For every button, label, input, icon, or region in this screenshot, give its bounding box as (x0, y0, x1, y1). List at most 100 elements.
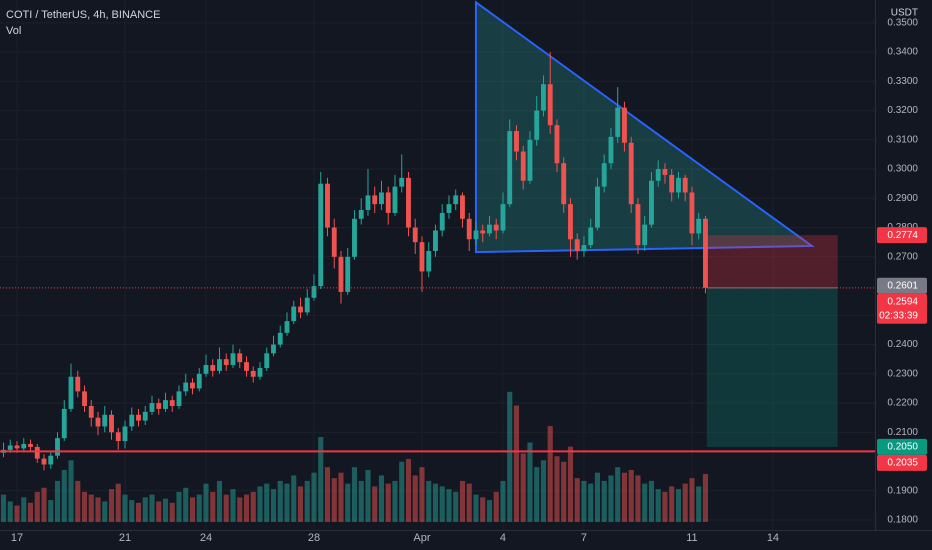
price-label-box (877, 277, 927, 294)
price-label: 0.2035 (887, 458, 918, 469)
candle-body (325, 183, 330, 228)
candle-body (291, 306, 297, 322)
volume-bar (459, 480, 466, 522)
volume-bar (513, 405, 520, 522)
candle-body (615, 107, 621, 137)
y-tick-label: 0.3200 (887, 105, 918, 116)
volume-bar (621, 472, 628, 522)
volume-bar (331, 478, 337, 522)
x-tick-label: 24 (200, 532, 212, 544)
candle-body (156, 403, 162, 409)
candle-body (21, 444, 27, 449)
candle-body (34, 446, 40, 459)
candle-body (682, 177, 688, 193)
candle-body (554, 125, 560, 164)
candle-body (115, 432, 121, 442)
candle-body (237, 353, 243, 363)
volume-bar (507, 391, 513, 522)
candle-body (257, 367, 263, 377)
candle-body (460, 195, 465, 219)
volume-bar (594, 472, 601, 522)
volume-bar (581, 480, 587, 522)
volume-bar (250, 491, 256, 522)
candle-body (487, 224, 492, 234)
candle-body (480, 230, 486, 234)
y-tick-label: 0.3000 (887, 164, 918, 175)
target-zone (706, 287, 838, 447)
volume-bar (142, 497, 148, 522)
volume-bar (176, 491, 182, 522)
candle-body (561, 163, 567, 205)
volume-bar (81, 491, 88, 522)
candle-body (588, 227, 594, 246)
y-tick-label: 0.2400 (887, 339, 918, 350)
volume-bar (392, 480, 398, 522)
y-tick-label: 0.2200 (887, 398, 918, 409)
volume-bar (338, 472, 344, 522)
volume-bar (183, 487, 189, 522)
volume-bar (662, 491, 668, 522)
price-label: 0.2774 (887, 230, 918, 241)
x-tick-label: 17 (11, 532, 23, 544)
candle-body (136, 414, 141, 421)
volume-bar (189, 497, 196, 522)
volume-bar (419, 467, 425, 522)
candle-body (264, 353, 270, 368)
volume-bar (473, 494, 479, 522)
candle-body (412, 227, 418, 243)
volume-bar (689, 478, 695, 522)
candle-body (473, 230, 479, 240)
candle-body (183, 382, 189, 392)
candle-body (318, 183, 324, 287)
candle-body (385, 192, 391, 213)
candle-body (142, 411, 148, 421)
volume-bar (547, 426, 553, 522)
candle-body (608, 136, 614, 164)
candle-body (642, 224, 648, 246)
volume-bar (122, 494, 128, 522)
volume-bar (608, 475, 614, 522)
candle-body (406, 177, 411, 228)
volume-bar (561, 461, 567, 522)
volume-bar (149, 494, 155, 522)
volume-bar (230, 489, 236, 522)
volume-bar (615, 467, 621, 522)
volume-bar (527, 442, 533, 522)
symbol-title[interactable]: COTI / TetherUS, 4h, BINANCE (6, 9, 160, 21)
candle-body (689, 192, 695, 234)
candle-body (662, 169, 668, 175)
volume-bar (7, 501, 13, 522)
candle-body (372, 195, 378, 205)
candle-body (426, 250, 432, 272)
volume-bar (95, 497, 101, 522)
volume-bar (453, 491, 459, 522)
volume-bar (642, 483, 648, 522)
volume-bar (257, 486, 263, 522)
candle-body (601, 163, 607, 187)
candle-body (129, 414, 135, 427)
y-tick-label: 0.1800 (887, 515, 918, 526)
candle-body (453, 195, 459, 205)
volume-bar (412, 475, 418, 522)
volume-bar (635, 475, 641, 522)
candle-body (75, 376, 81, 392)
volume-bar (601, 480, 607, 522)
candle-body (28, 444, 33, 447)
volume-bar (669, 486, 675, 522)
candle-body (345, 256, 351, 292)
volume-label[interactable]: Vol (6, 25, 21, 37)
volume-bar (27, 502, 34, 522)
stop-zone (706, 235, 838, 288)
candle-body (271, 344, 276, 354)
price-label-box (877, 438, 927, 455)
volume-bar (216, 480, 223, 522)
y-tick-label: 0.3400 (887, 47, 918, 58)
candle-body (230, 353, 236, 366)
candle-body (655, 169, 661, 181)
currency-label[interactable]: USDT (891, 8, 918, 19)
candle-body (514, 131, 519, 152)
candle-body (622, 107, 627, 143)
candle-body (203, 365, 209, 374)
candle-body (169, 400, 175, 406)
